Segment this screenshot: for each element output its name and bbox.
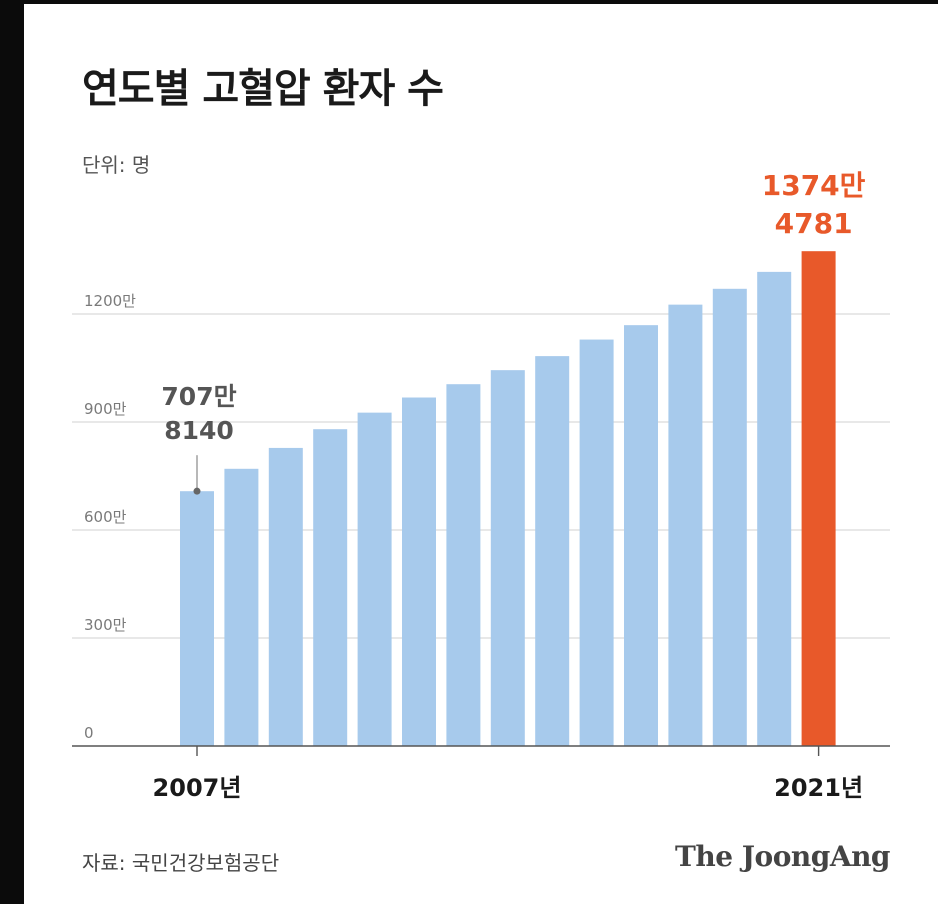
y-tick-label: 900만 [84, 400, 127, 418]
x-tick-label: 2021년 [774, 774, 863, 802]
bar [446, 384, 481, 746]
unit-label: 단위: 명 [82, 153, 151, 177]
publisher-logo: The JoongAng [675, 840, 890, 873]
bar [402, 397, 436, 746]
y-tick-label: 600만 [84, 508, 127, 526]
annotation-label: 707만 [161, 382, 236, 411]
annotation-label: 4781 [775, 207, 853, 240]
bar [490, 370, 525, 746]
bar [668, 304, 703, 746]
chart-title: 연도별 고혈압 환자 수 [82, 66, 444, 112]
annotation-label: 1374만 [762, 169, 866, 202]
source-label: 자료: 국민건강보험공단 [82, 851, 280, 875]
y-tick-label: 0 [84, 724, 94, 742]
bar [313, 429, 348, 746]
bar [624, 325, 658, 746]
bar [268, 447, 303, 746]
bar [535, 356, 570, 746]
x-tick-label: 2007년 [153, 774, 242, 802]
bar [801, 251, 836, 747]
annotation-label: 8140 [164, 416, 234, 445]
bar-chart: 0 300만 600만 900만 1200만 2007년 2021년 707만 8140 1374… [72, 169, 890, 802]
y-tick-label: 300만 [84, 616, 127, 634]
bar [180, 491, 214, 746]
chart-card: 연도별 고혈압 환자 수 단위: 명 0 300만 600만 900만 1200만 200… [24, 4, 938, 904]
bar [224, 468, 259, 746]
bar [357, 412, 392, 746]
bar [757, 271, 792, 746]
y-tick-label: 1200만 [84, 292, 136, 310]
bar [712, 288, 747, 746]
bar [579, 339, 614, 746]
annotation-dot [193, 487, 201, 495]
